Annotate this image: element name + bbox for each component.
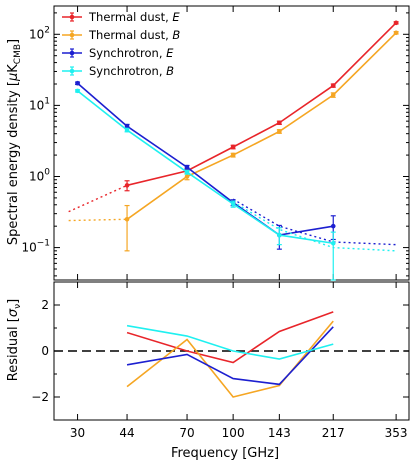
main-y-tick-label: 100 — [29, 167, 50, 183]
legend-label: Synchrotron, B — [89, 64, 174, 78]
legend-entry: Thermal dust, E — [62, 10, 180, 24]
legend-label: Thermal dust, B — [88, 28, 180, 42]
main-panel: 10−1 100 101 102 — [21, 5, 410, 281]
data-point — [393, 30, 399, 36]
series-thermal-dust-e — [68, 20, 399, 213]
x-tick-label: 217 — [322, 426, 345, 440]
data-point — [330, 240, 336, 246]
axis-labels: Spectral energy density [μKCMB] Residual… — [6, 39, 279, 461]
main-y-tick-label: 101 — [29, 96, 50, 112]
legend-label: Thermal dust, E — [88, 10, 180, 24]
data-point — [330, 83, 336, 88]
legend-entry: Synchrotron, B — [62, 64, 174, 78]
residual-y-axis-label: Residual [σν] — [6, 299, 23, 381]
data-point — [124, 183, 130, 188]
data-point — [277, 129, 282, 134]
residual-y-tick-label: 2 — [41, 298, 49, 312]
main-y-axis-label: Spectral energy density [μKCMB] — [6, 39, 23, 245]
residual-y-tick-label: 0 — [41, 344, 49, 358]
main-y-tick-label: 102 — [29, 25, 50, 41]
x-axis-label: Frequency [GHz] — [171, 446, 279, 461]
series-synchrotron-b — [75, 88, 397, 281]
extrapolation-line — [232, 198, 397, 246]
data-point — [124, 127, 130, 133]
data-point — [184, 169, 190, 175]
data-point — [277, 232, 282, 238]
data-point — [230, 152, 236, 158]
residual-line-synchrotron-b — [126, 324, 334, 360]
data-point — [330, 223, 336, 229]
legend-label: Synchrotron, E — [89, 46, 174, 60]
residual-line-thermal-dust-e — [126, 311, 334, 364]
data-point — [184, 174, 190, 179]
series-line — [77, 82, 334, 236]
legend-swatch-point — [69, 14, 75, 20]
legend: Thermal dust, E Thermal dust, B Synchrotro… — [62, 10, 180, 78]
x-tick-label: 353 — [385, 426, 408, 440]
series-line — [126, 22, 397, 187]
x-tick-label: 143 — [268, 426, 291, 440]
extrapolation-line — [68, 218, 128, 222]
data-point — [75, 80, 80, 86]
data-point — [124, 123, 130, 129]
main-y-tick-label: 10−1 — [21, 239, 50, 255]
data-point — [393, 20, 399, 26]
data-point — [184, 164, 190, 170]
data-point — [230, 201, 236, 207]
x-tick-label: 70 — [179, 426, 194, 440]
legend-swatch-point — [69, 68, 75, 74]
data-point — [230, 144, 236, 150]
extrapolation-line — [232, 201, 397, 252]
extrapolation-line — [68, 184, 128, 213]
x-tick-label: 44 — [119, 426, 134, 440]
series-synchrotron-e — [75, 80, 397, 250]
legend-swatch-point — [69, 50, 75, 56]
data-point — [330, 92, 336, 98]
legend-entry: Synchrotron, E — [62, 46, 174, 60]
series-line — [126, 32, 397, 220]
legend-swatch-point — [69, 32, 75, 38]
data-point — [277, 120, 282, 126]
series-line — [77, 90, 334, 245]
legend-entry: Thermal dust, B — [62, 28, 180, 42]
residual-panel: 30 44 70 100 143 217 353 −2 0 2 — [31, 281, 410, 440]
residual-y-tick-label: −2 — [31, 390, 49, 404]
residual-line-synchrotron-e — [126, 326, 334, 386]
data-point — [75, 88, 80, 94]
data-point — [124, 216, 130, 222]
x-tick-label: 30 — [70, 426, 85, 440]
x-tick-label: 100 — [222, 426, 245, 440]
